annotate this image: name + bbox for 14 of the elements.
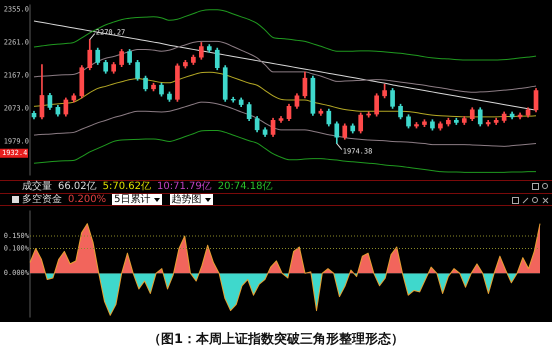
- text: 5日累计: [112, 194, 162, 206]
- text: 0.200%: [68, 194, 106, 206]
- text: 66.02亿: [58, 181, 97, 193]
- text: 5:70.62亿: [102, 181, 151, 193]
- text: （图1：本周上证指数突破三角形整理形态）: [146, 330, 406, 348]
- text: 成交量: [22, 181, 52, 193]
- line-series: [33, 9, 537, 60]
- line-series: [33, 40, 537, 93]
- line-series: [33, 102, 537, 147]
- text: 20:74.18亿: [218, 181, 272, 193]
- text: 多空资金: [22, 194, 62, 206]
- line-series: [33, 130, 537, 173]
- text: 趋势图: [170, 194, 213, 206]
- text: 10:71.79亿: [157, 181, 212, 193]
